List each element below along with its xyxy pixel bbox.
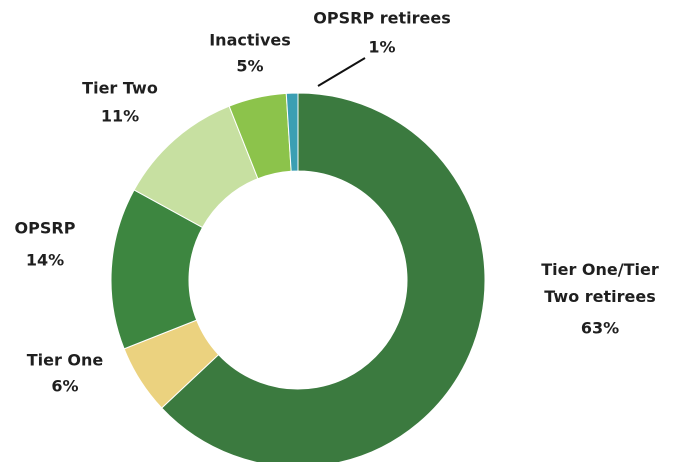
slice-label: OPSRP (14, 218, 76, 238)
value-label: 63% (580, 318, 620, 338)
slice-label: Tier Two (82, 78, 158, 98)
value-label: 5% (236, 56, 264, 76)
slice-label: OPSRP retirees (313, 8, 451, 28)
leader-line (317, 57, 366, 87)
donut-slice (285, 92, 299, 172)
value-label: 14% (25, 250, 65, 270)
slice-label: Inactives (209, 30, 291, 50)
value-label: 6% (51, 376, 79, 396)
slice-label: Tier One/Tier Two retirees (541, 260, 659, 306)
donut-slice (160, 92, 486, 462)
slice-label: Tier One (26, 350, 104, 370)
value-label: 1% (368, 37, 396, 57)
value-label: 11% (100, 106, 140, 126)
